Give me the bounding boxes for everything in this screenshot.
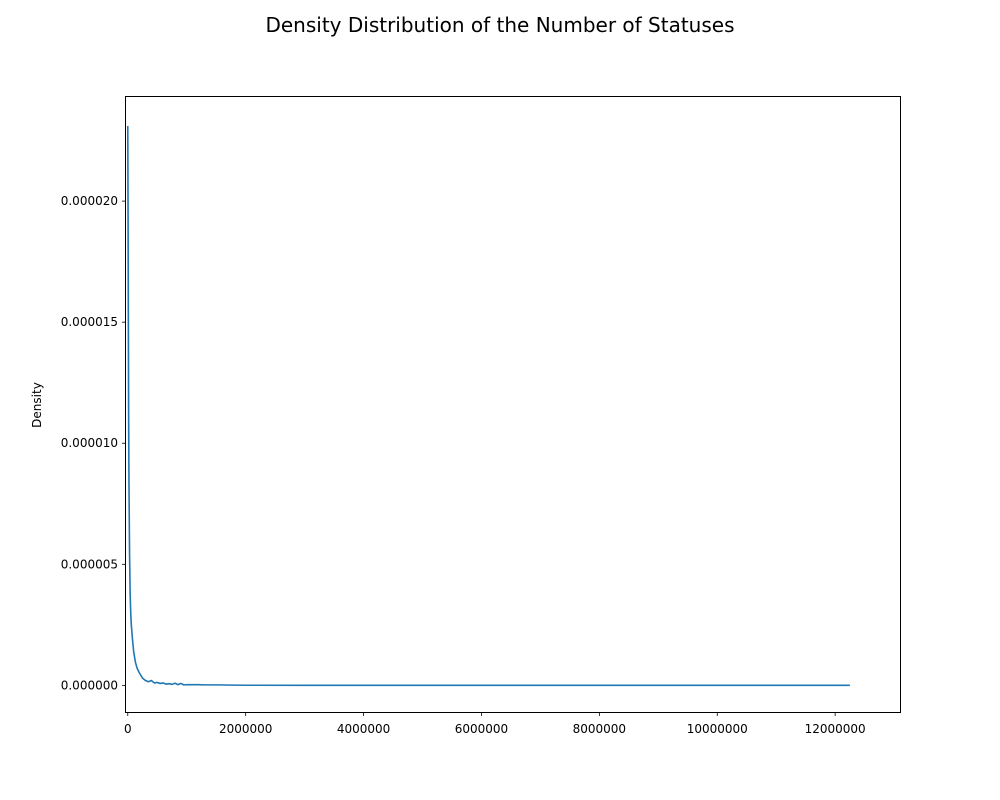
y-tick-label: 0.000005 <box>61 557 118 571</box>
x-tick-label: 10000000 <box>687 722 748 736</box>
x-tick-label: 0 <box>124 722 132 736</box>
series-layer <box>126 126 850 687</box>
y-tick-label: 0.000010 <box>61 436 118 450</box>
x-tick-label: 2000000 <box>219 722 272 736</box>
x-tick-label: 12000000 <box>805 722 866 736</box>
y-axis-label: Density <box>30 382 44 428</box>
y-tick-label: 0.000015 <box>61 315 118 329</box>
x-tick-label: 6000000 <box>455 722 508 736</box>
x-tick-label: 4000000 <box>337 722 390 736</box>
y-tick-label: 0.000020 <box>61 194 118 208</box>
density-series-line <box>126 126 850 687</box>
x-axis: 0 2000000 4000000 6000000 8000000 10000000 120… <box>124 712 866 736</box>
plot-area-frame <box>125 96 901 713</box>
x-tick-label: 8000000 <box>573 722 626 736</box>
y-tick-label: 0.000000 <box>61 678 118 692</box>
chart-title: Density Distribution of the Number of St… <box>265 13 734 37</box>
y-axis: 0.000000 0.000005 0.000010 0.000015 0.000020 <box>61 194 126 692</box>
